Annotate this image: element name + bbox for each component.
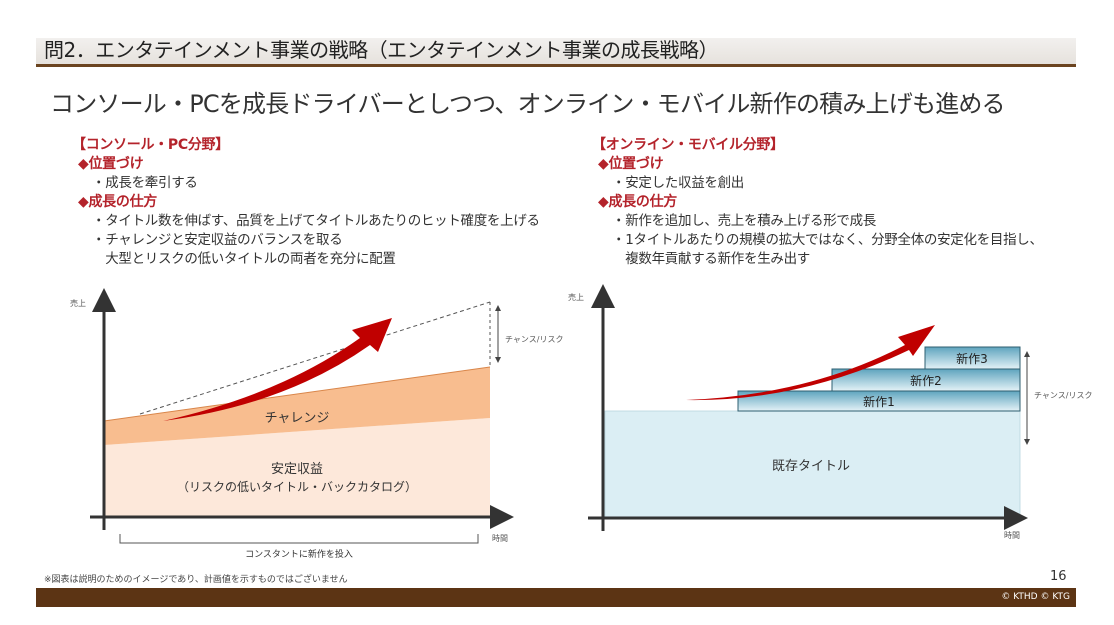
right-growth-item: ・1タイトルあたりの規模の拡大ではなく、分野全体の安定化を目指し、 (612, 232, 1043, 248)
left-growth-item: ・タイトル数を伸ばす、品質を上げてタイトルあたりのヒット確度を上げる (92, 213, 540, 229)
new-title-1-label: 新作1 (863, 394, 895, 409)
footer-bar (36, 588, 1076, 607)
challenge-top-line (103, 366, 491, 422)
left-growth-item: 大型とリスクの低いタイトルの両者を充分に配置 (92, 251, 396, 267)
challenge-area (104, 367, 490, 445)
left-chart: 売上 時間 チャンス/リスク チャレンジ 安定収益 （リスクの低いタイトル・バッ… (70, 288, 563, 560)
new-title-3-label: 新作3 (956, 351, 988, 366)
left-heading: 【コンソール・PC分野】 (72, 137, 229, 153)
page-subtitle: コンソール・PCを成長ドライバーとしつつ、オンライン・モバイル新作の積み上げも進… (50, 90, 1006, 118)
copyright: © KTHD © KTG (1001, 592, 1070, 602)
title-bar (36, 38, 1076, 64)
page-title: 問2．エンタテインメント事業の戦略（エンタテインメント事業の成長戦略） (44, 38, 719, 62)
right-heading: 【オンライン・モバイル分野】 (592, 137, 784, 153)
stable-label: 安定収益 (271, 462, 323, 477)
disclaimer-note: ※図表は説明のためのイメージであり、計画値を示すものではございません (44, 575, 348, 585)
page-number: 16 (1050, 569, 1067, 584)
new-title-3 (924, 346, 1021, 370)
right-growth-heading: ◆成長の仕方 (598, 194, 677, 210)
left-position-heading: ◆位置づけ (78, 156, 144, 172)
x-axis-label: 時間 (492, 534, 508, 543)
challenge-label: チャレンジ (265, 411, 330, 426)
left-growth-item: ・チャレンジと安定収益のバランスを取る (92, 232, 343, 248)
risk-label: チャンス/リスク (1034, 391, 1092, 400)
stable-area (104, 418, 490, 517)
y-axis-label: 売上 (568, 292, 584, 302)
brace-label: コンスタントに新作を投入 (245, 548, 353, 560)
title-divider (36, 64, 1076, 67)
right-position-heading: ◆位置づけ (598, 156, 664, 172)
left-position-item: ・成長を牽引する (92, 175, 198, 191)
potential-dashed-line (139, 301, 491, 415)
left-section: 【コンソール・PC分野】 ◆位置づけ ・成長を牽引する ◆成長の仕方 ・タイトル… (72, 136, 540, 269)
existing-titles-label: 既存タイトル (772, 459, 850, 474)
new-title-2-label: 新作2 (910, 373, 942, 388)
brace (119, 534, 479, 544)
right-section: 【オンライン・モバイル分野】 ◆位置づけ ・安定した収益を創出 ◆成長の仕方 ・… (592, 136, 1043, 269)
x-axis-label: 時間 (1004, 531, 1020, 540)
growth-arrow-icon (686, 325, 935, 401)
left-growth-heading: ◆成長の仕方 (78, 194, 157, 210)
stable-sublabel: （リスクの低いタイトル・バックカタログ） (177, 480, 417, 494)
growth-arrow-icon (163, 318, 392, 421)
right-growth-item: ・新作を追加し、売上を積み上げる形で成長 (612, 213, 876, 229)
y-axis-label: 売上 (70, 298, 86, 308)
risk-label: チャンス/リスク (505, 335, 563, 344)
right-position-item: ・安定した収益を創出 (612, 175, 744, 191)
right-growth-item: 複数年貢献する新作を生み出す (612, 251, 810, 267)
right-chart: 売上 時間 チャンス/リスク 既存タイトル 新作1 新作2 新作3 (568, 284, 1092, 540)
existing-titles-area (604, 410, 1021, 518)
